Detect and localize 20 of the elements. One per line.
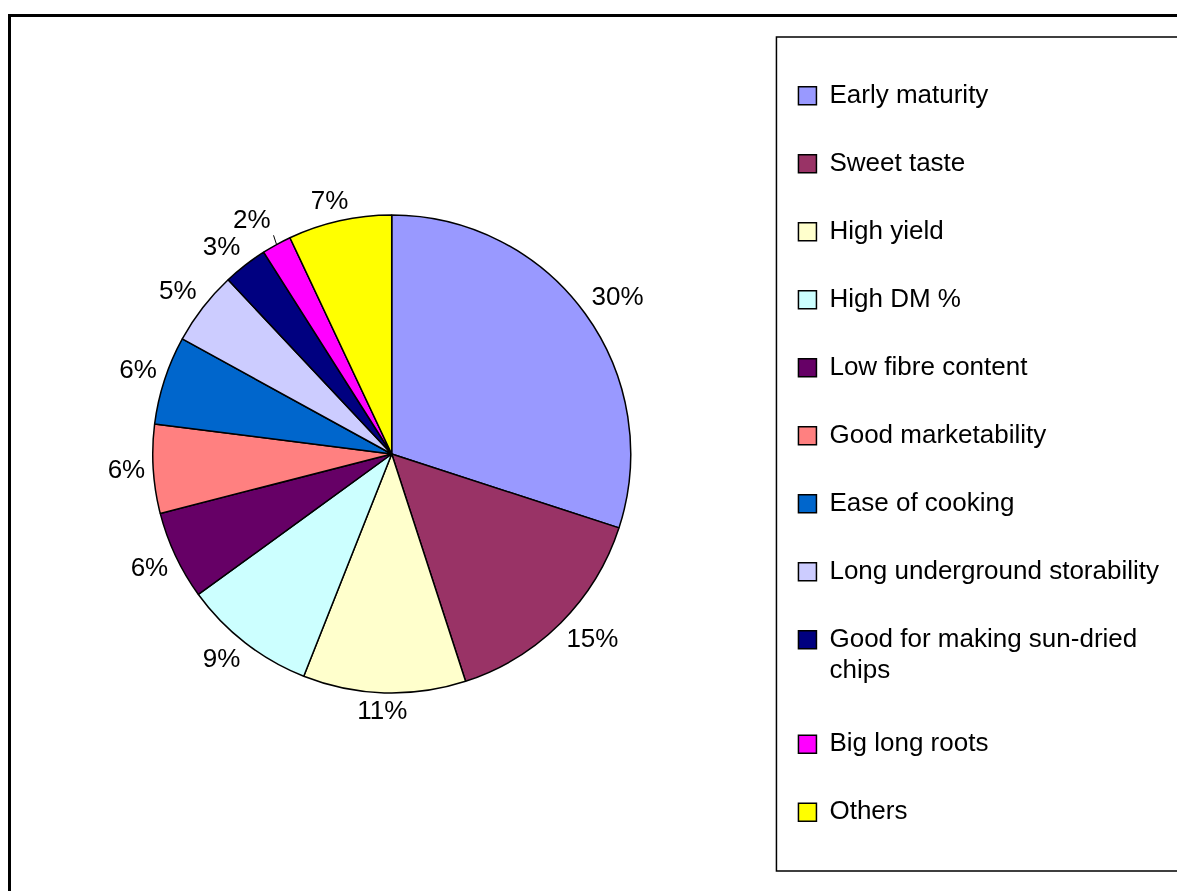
- legend-label: Ease of cooking: [829, 486, 1015, 517]
- data-label: 6%: [130, 551, 169, 582]
- legend-label: High DM %: [829, 282, 961, 313]
- legend-label: Good for making sun-dried chips: [829, 622, 1138, 685]
- legend-label: Low fibre content: [829, 350, 1029, 381]
- legend-label: Sweet taste: [829, 146, 966, 177]
- data-label: 11%: [357, 695, 408, 726]
- data-label: 7%: [310, 185, 349, 216]
- data-label: 15%: [566, 622, 619, 653]
- legend-label: Others: [829, 795, 908, 826]
- data-label: 6%: [107, 454, 146, 485]
- data-label: 5%: [158, 274, 197, 305]
- data-label: 30%: [591, 280, 644, 311]
- legend-label: Long underground storability: [829, 554, 1159, 585]
- data-label: 9%: [202, 643, 241, 674]
- legend-label: Good marketability: [829, 418, 1047, 449]
- legend-label: Early maturity: [829, 78, 989, 109]
- data-label: 6%: [119, 354, 157, 385]
- legend-label: High yield: [829, 214, 944, 245]
- legend-label: Big long roots: [829, 727, 989, 758]
